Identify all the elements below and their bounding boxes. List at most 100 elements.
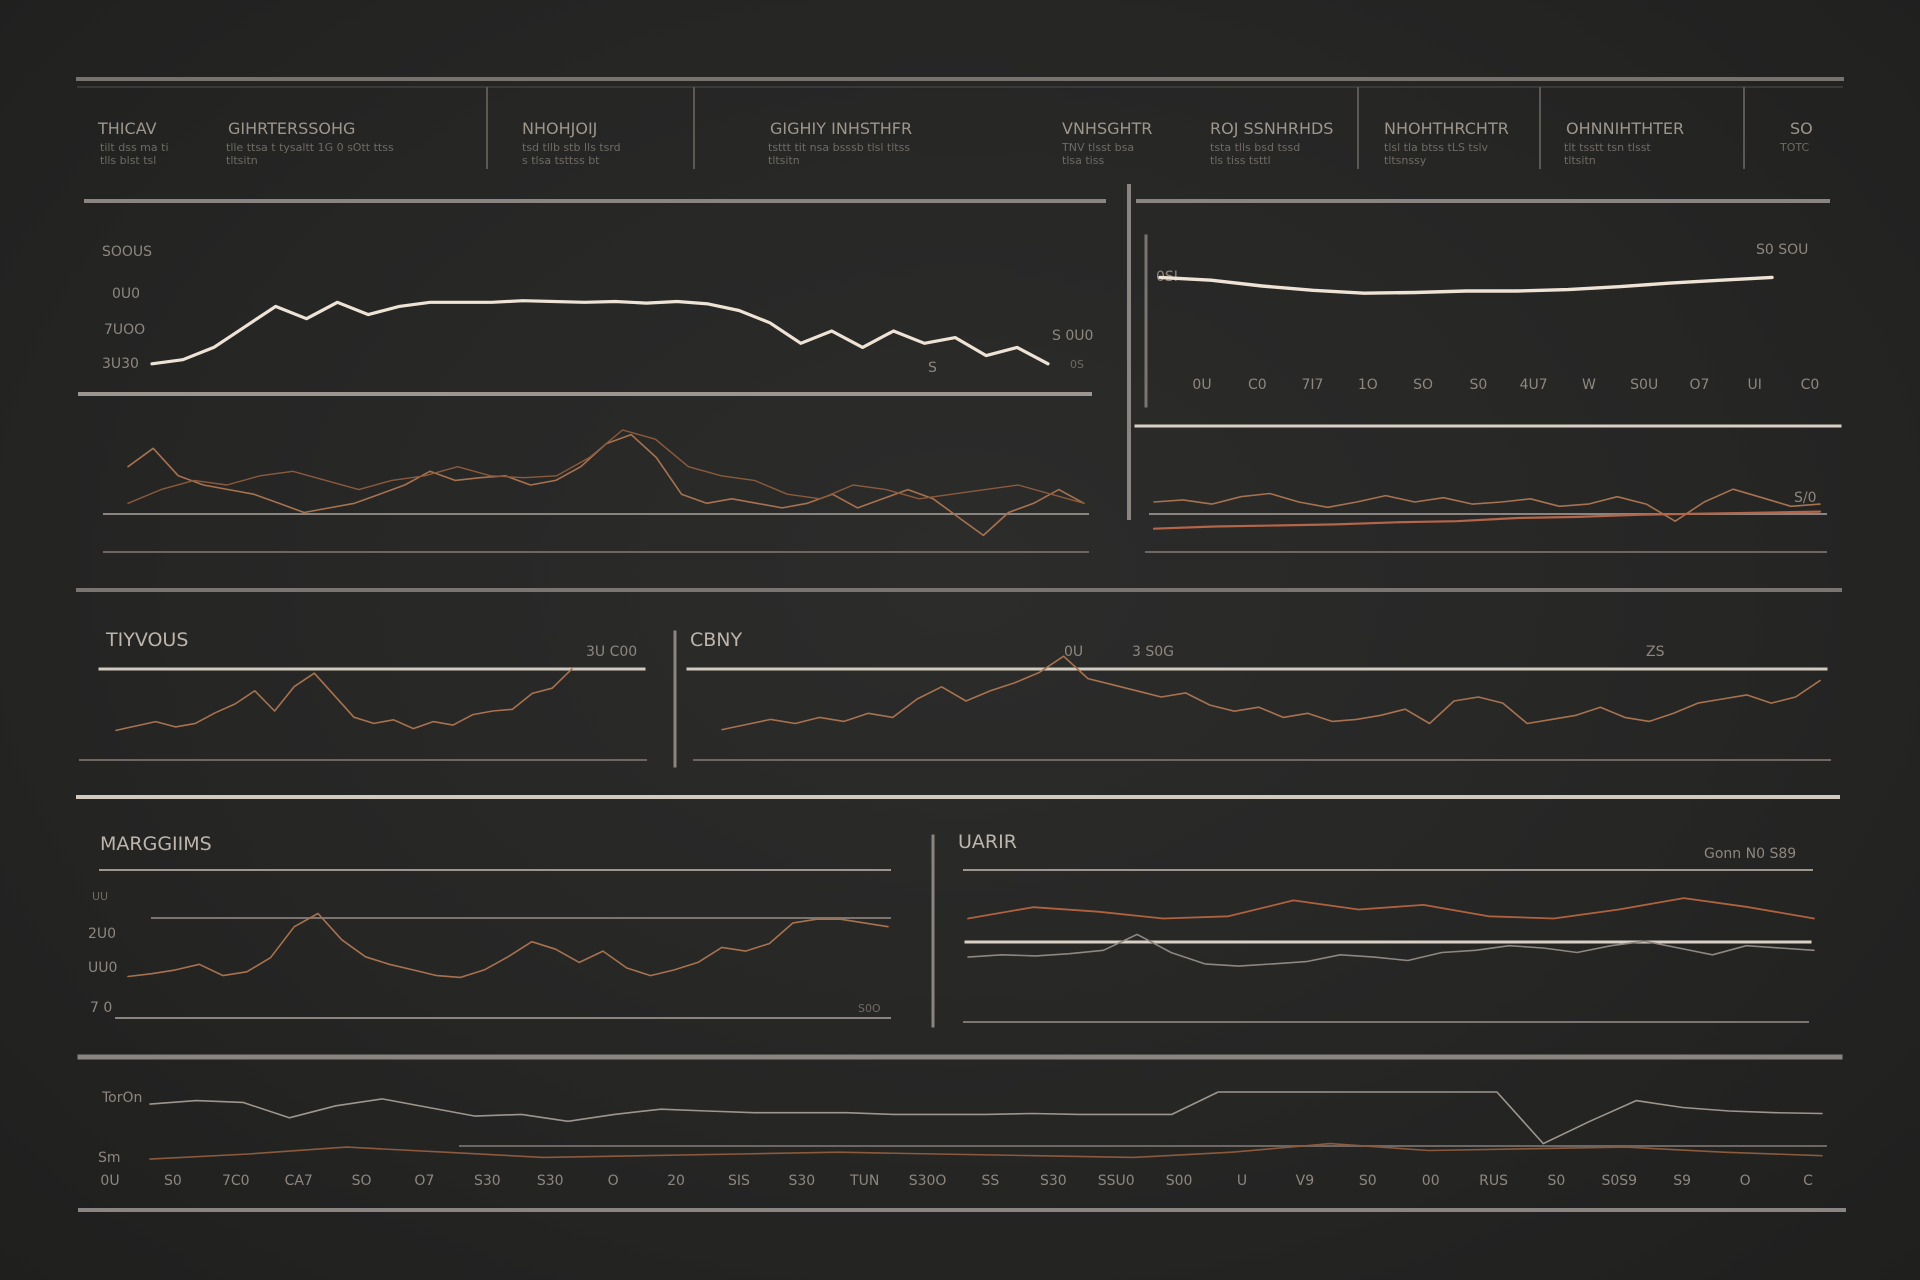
- series-line: [149, 1091, 1823, 1145]
- header-sub-4b: tltsitn: [768, 154, 800, 167]
- header-sub-8a: tlt tsstt tsn tlsst: [1564, 141, 1651, 154]
- x-tick-label: O7: [1690, 377, 1710, 393]
- x-axis-ticks: 0U C0 7I7 1O SO S0 4U7 W S0U O7 UI C0: [1192, 377, 1819, 393]
- x-tick-label: CA7: [285, 1173, 313, 1189]
- header-title-2: GIHRTERSSOHG: [228, 119, 355, 138]
- end-label: S0O: [858, 1002, 881, 1015]
- x-tick-label: O7: [414, 1173, 434, 1189]
- x-tick-label: S0S9: [1602, 1173, 1638, 1189]
- chart-series: [115, 275, 1823, 1160]
- series-line: [115, 667, 573, 732]
- x-tick-label: S30: [474, 1173, 501, 1189]
- value-label: 0U: [1064, 644, 1083, 660]
- lower-label: S/0: [1794, 490, 1817, 506]
- x-tick-label: C0: [1248, 377, 1267, 393]
- header-title-8: OHNNIHTHTER: [1566, 119, 1684, 138]
- x-tick-label: S30O: [909, 1173, 947, 1189]
- header-title-7: NHOHTHRCHTR: [1384, 119, 1509, 138]
- x-tick-label: S0: [1548, 1173, 1566, 1189]
- x-tick-label: 00: [1422, 1173, 1440, 1189]
- panel-title: MARGGIIMS: [100, 833, 212, 855]
- value-label: 3U C00: [586, 644, 637, 660]
- top-left-labels: SOOUS 0U0 7UOO 3U30 S 0U0 S 0S: [102, 244, 1093, 376]
- series-line: [967, 897, 1815, 920]
- x-tick-label: S9: [1673, 1173, 1691, 1189]
- x-tick-label: S30: [788, 1173, 815, 1189]
- chart-lower-left: [127, 912, 889, 979]
- header-sub-7b: tltsnssy: [1384, 154, 1427, 167]
- header-sub-1a: tilt dss ma ti: [100, 141, 169, 154]
- panel-title: CBNY: [690, 629, 743, 651]
- header-sub-5b: tlsa tiss: [1062, 154, 1104, 167]
- x-tick-label: SO: [1413, 377, 1433, 393]
- header-sub-8b: tltsitn: [1564, 154, 1596, 167]
- header-sub-2b: tltsitn: [226, 154, 258, 167]
- y-tick: Sm: [98, 1150, 121, 1166]
- x-tick-label: 7C0: [222, 1173, 250, 1189]
- series-line: [127, 433, 1085, 537]
- x-tick-label: 0U: [100, 1173, 119, 1189]
- annotation-marker: S: [928, 360, 937, 376]
- chart-band-right: [1152, 488, 1822, 530]
- series-line: [967, 933, 1815, 967]
- header-sub-6a: tsta tlls bsd tssd: [1210, 141, 1300, 154]
- y-tick: SOOUS: [102, 244, 152, 260]
- y-tick: 3U30: [102, 356, 139, 372]
- top-right-labels: 0SI S0 SOU S/0 0U C0 7I7 1O SO S0 4U7 W S0U O7 UI C…: [1156, 242, 1819, 506]
- x-tick-label: S0: [1359, 1173, 1377, 1189]
- x-tick-label: SO: [352, 1173, 372, 1189]
- panel-title: UARIR: [958, 831, 1017, 853]
- header: THICAV tilt dss ma ti tlls blst tsl GIHR…: [97, 119, 1813, 167]
- header-sub-7a: tlsl tla btss tLS tslv: [1384, 141, 1489, 154]
- x-tick-label: S0: [164, 1173, 182, 1189]
- x-tick-label: TUN: [849, 1173, 879, 1189]
- y-tick: UU0: [88, 960, 117, 976]
- header-sub-3b: s tlsa tsttss bt: [522, 154, 600, 167]
- series-line: [721, 655, 1821, 731]
- x-tick-label: 1O: [1358, 377, 1378, 393]
- x-tick-label: 0U: [1192, 377, 1211, 393]
- chart-top-left: [150, 299, 1050, 366]
- x-tick-label: S0U: [1630, 377, 1658, 393]
- chart-middle-left: [115, 667, 573, 732]
- x-tick-label: S0: [1470, 377, 1488, 393]
- x-tick-label: C: [1803, 1173, 1813, 1189]
- annotation-end: 0S: [1070, 358, 1084, 371]
- chart-middle-right: [721, 655, 1821, 731]
- y-tick: UU: [92, 890, 108, 903]
- value-label: Gonn N0 S89: [1704, 846, 1796, 862]
- x-tick-label: O: [608, 1173, 619, 1189]
- bottom-labels: TorOn Sm 0U S0 7C0 CA7 SO O7 S30 S30 O 20 SIS S30 TU…: [98, 1090, 1813, 1189]
- y-tick: TorOn: [101, 1090, 142, 1106]
- x-tick-label: C0: [1801, 377, 1820, 393]
- x-tick-label: SIS: [728, 1173, 750, 1189]
- rules: [76, 77, 1846, 1212]
- header-title-6: ROJ SSNHRHDS: [1210, 119, 1333, 138]
- header-sub-2a: tlle ttsa t tysaltt 1G 0 sOtt ttss: [226, 141, 394, 154]
- chart-top-right: [1158, 275, 1774, 295]
- x-tick-label: 20: [667, 1173, 685, 1189]
- header-title-9: SO: [1790, 119, 1813, 138]
- value-label: ZS: [1646, 644, 1665, 660]
- middle-labels: TIYVOUS 3U C00 CBNY 0U 3 S0G ZS: [105, 629, 1665, 660]
- chart-band-left: [127, 429, 1085, 537]
- header-sub-4a: tsttt tit nsa bsssb tlsl tltss: [768, 141, 910, 154]
- panel-title: TIYVOUS: [105, 629, 188, 651]
- chart-lower-right: [967, 897, 1815, 967]
- y-tick: 7 0: [90, 1000, 112, 1016]
- header-sub-1b: tlls blst tsl: [100, 154, 156, 167]
- y-tick: 7UOO: [104, 322, 145, 338]
- header-title-4: GIGHIY INHSTHFR: [770, 119, 912, 138]
- header-sub-3a: tsd tllb stb lls tsrd: [522, 141, 621, 154]
- series-line: [127, 429, 1085, 504]
- header-sub-5a: TNV tlsst bsa: [1061, 141, 1134, 154]
- series-line: [127, 912, 889, 979]
- x-tick-label: S30: [537, 1173, 564, 1189]
- x-tick-label: W: [1582, 377, 1596, 393]
- lower-labels: MARGGIIMS UU 2U0 UU0 7 0 S0O UARIR Gonn …: [88, 831, 1796, 1016]
- series-line: [1158, 275, 1774, 295]
- y-tick: 0U0: [112, 286, 140, 302]
- series-line: [1152, 510, 1822, 530]
- value-label: 3 S0G: [1132, 644, 1174, 660]
